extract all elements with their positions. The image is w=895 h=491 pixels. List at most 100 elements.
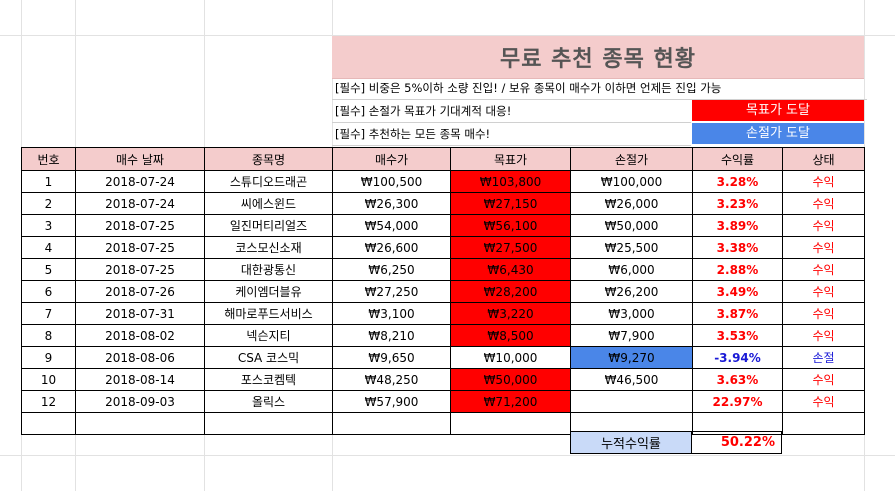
cell-status[interactable]: 수익: [782, 214, 865, 237]
cell-stop-price[interactable]: [570, 390, 693, 413]
cell-target-price[interactable]: ₩8,500: [450, 324, 571, 347]
cell-yield[interactable]: 3.23%: [692, 192, 783, 215]
cell-name[interactable]: CSA 코스믹: [204, 346, 333, 369]
cell-target-price[interactable]: ₩50,000: [450, 368, 571, 391]
cell-date[interactable]: 2018-07-24: [75, 170, 205, 193]
cell-target-price[interactable]: ₩103,800: [450, 170, 571, 193]
cell-status[interactable]: 수익: [782, 280, 865, 303]
cell-yield[interactable]: 3.38%: [692, 236, 783, 259]
cell-date[interactable]: 2018-07-25: [75, 214, 205, 237]
legend-target-reached[interactable]: 목표가 도달: [692, 100, 864, 121]
cell-no[interactable]: 8: [21, 324, 76, 347]
cell-no[interactable]: 4: [21, 236, 76, 259]
cell-date[interactable]: 2018-08-06: [75, 346, 205, 369]
cell-stop-price[interactable]: ₩26,200: [570, 280, 693, 303]
empty-cell[interactable]: [21, 412, 76, 435]
cell-stop-price[interactable]: ₩26,000: [570, 192, 693, 215]
cell-target-price[interactable]: ₩27,500: [450, 236, 571, 259]
cell-buy-price[interactable]: ₩54,000: [332, 214, 451, 237]
cell-buy-price[interactable]: ₩26,300: [332, 192, 451, 215]
cell-no[interactable]: 10: [21, 368, 76, 391]
empty-cell[interactable]: [75, 412, 205, 435]
cell-stop-price[interactable]: ₩9,270: [570, 346, 693, 369]
cell-name[interactable]: 일진머티리얼즈: [204, 214, 333, 237]
cell-name[interactable]: 코스모신소재: [204, 236, 333, 259]
cell-target-price[interactable]: ₩71,200: [450, 390, 571, 413]
cell-status[interactable]: 수익: [782, 302, 865, 325]
cell-buy-price[interactable]: ₩100,500: [332, 170, 451, 193]
cell-name[interactable]: 대한광통신: [204, 258, 333, 281]
cell-name[interactable]: 해마로푸드서비스: [204, 302, 333, 325]
empty-cell[interactable]: [782, 412, 865, 435]
cell-status[interactable]: 손절: [782, 346, 865, 369]
cell-date[interactable]: 2018-07-25: [75, 258, 205, 281]
cell-date[interactable]: 2018-07-24: [75, 192, 205, 215]
cell-buy-price[interactable]: ₩3,100: [332, 302, 451, 325]
cell-stop-price[interactable]: ₩25,500: [570, 236, 693, 259]
cell-date[interactable]: 2018-07-31: [75, 302, 205, 325]
empty-cell[interactable]: [204, 412, 333, 435]
note-stop-target[interactable]: [필수] 손절가 목표가 기대계적 대응!: [332, 101, 691, 123]
note-position-sizing[interactable]: [필수] 비중은 5%이하 소량 진입! / 보유 종목이 매수가 이하면 언제…: [332, 78, 867, 100]
cell-target-price[interactable]: ₩56,100: [450, 214, 571, 237]
cell-status[interactable]: 수익: [782, 368, 865, 391]
cell-date[interactable]: 2018-07-26: [75, 280, 205, 303]
col-header-name[interactable]: 종목명: [204, 147, 333, 171]
cell-stop-price[interactable]: ₩46,500: [570, 368, 693, 391]
cell-status[interactable]: 수익: [782, 324, 865, 347]
cell-yield[interactable]: 3.87%: [692, 302, 783, 325]
col-header-yield[interactable]: 수익률: [692, 147, 783, 171]
cell-no[interactable]: 2: [21, 192, 76, 215]
cell-yield[interactable]: -3.94%: [692, 346, 783, 369]
cell-buy-price[interactable]: ₩26,600: [332, 236, 451, 259]
cell-buy-price[interactable]: ₩8,210: [332, 324, 451, 347]
cell-name[interactable]: 씨에스윈드: [204, 192, 333, 215]
cell-date[interactable]: 2018-07-25: [75, 236, 205, 259]
col-header-target[interactable]: 목표가: [450, 147, 571, 171]
cumulative-yield-label[interactable]: 누적수익률: [570, 431, 692, 454]
col-header-no[interactable]: 번호: [21, 147, 76, 171]
legend-stop-reached[interactable]: 손절가 도달: [692, 123, 864, 144]
cell-stop-price[interactable]: ₩7,900: [570, 324, 693, 347]
cell-status[interactable]: 수익: [782, 258, 865, 281]
cell-target-price[interactable]: ₩3,220: [450, 302, 571, 325]
cell-yield[interactable]: 3.53%: [692, 324, 783, 347]
note-buy-all[interactable]: [필수] 추천하는 모든 종목 매수!: [332, 124, 691, 146]
cell-no[interactable]: 12: [21, 390, 76, 413]
cumulative-yield-value[interactable]: 50.22%: [692, 431, 782, 454]
cell-no[interactable]: 9: [21, 346, 76, 369]
cell-buy-price[interactable]: ₩48,250: [332, 368, 451, 391]
cell-no[interactable]: 1: [21, 170, 76, 193]
cell-stop-price[interactable]: ₩6,000: [570, 258, 693, 281]
cell-stop-price[interactable]: ₩50,000: [570, 214, 693, 237]
col-header-stop[interactable]: 손절가: [570, 147, 693, 171]
cell-yield[interactable]: 3.49%: [692, 280, 783, 303]
cell-no[interactable]: 7: [21, 302, 76, 325]
cell-yield[interactable]: 22.97%: [692, 390, 783, 413]
cell-name[interactable]: 스튜디오드래곤: [204, 170, 333, 193]
cell-yield[interactable]: 3.89%: [692, 214, 783, 237]
cell-yield[interactable]: 2.88%: [692, 258, 783, 281]
empty-cell[interactable]: [332, 412, 451, 435]
cell-date[interactable]: 2018-08-14: [75, 368, 205, 391]
cell-status[interactable]: 수익: [782, 390, 865, 413]
cell-no[interactable]: 5: [21, 258, 76, 281]
cell-target-price[interactable]: ₩27,150: [450, 192, 571, 215]
col-header-buy[interactable]: 매수가: [332, 147, 451, 171]
cell-status[interactable]: 수익: [782, 236, 865, 259]
cell-no[interactable]: 3: [21, 214, 76, 237]
cell-target-price[interactable]: ₩10,000: [450, 346, 571, 369]
cell-date[interactable]: 2018-09-03: [75, 390, 205, 413]
cell-yield[interactable]: 3.63%: [692, 368, 783, 391]
cell-status[interactable]: 수익: [782, 170, 865, 193]
cell-target-price[interactable]: ₩6,430: [450, 258, 571, 281]
cell-buy-price[interactable]: ₩6,250: [332, 258, 451, 281]
empty-cell[interactable]: [450, 412, 571, 435]
cell-date[interactable]: 2018-08-02: [75, 324, 205, 347]
cell-name[interactable]: 케이엠더블유: [204, 280, 333, 303]
cell-buy-price[interactable]: ₩57,900: [332, 390, 451, 413]
cell-name[interactable]: 올릭스: [204, 390, 333, 413]
cell-target-price[interactable]: ₩28,200: [450, 280, 571, 303]
cell-buy-price[interactable]: ₩9,650: [332, 346, 451, 369]
col-header-status[interactable]: 상태: [782, 147, 865, 171]
